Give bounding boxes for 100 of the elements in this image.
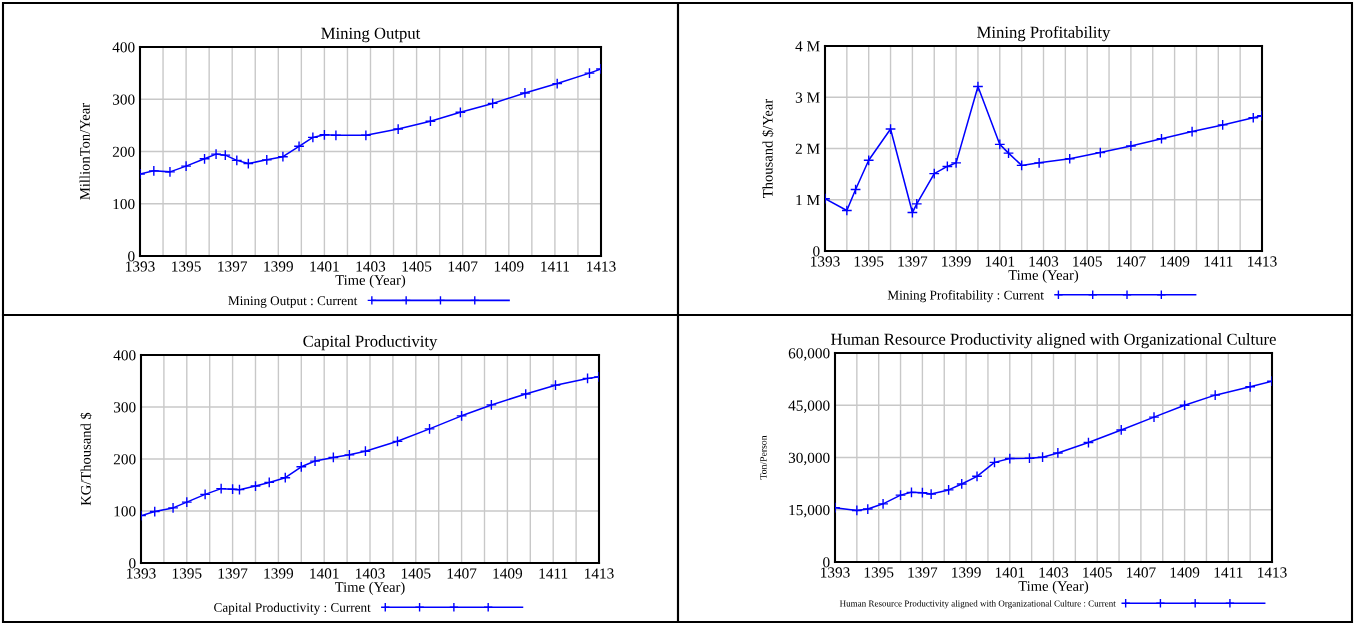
point <box>1115 424 1127 436</box>
point <box>392 123 404 135</box>
point <box>215 483 227 495</box>
x-tick-label: 1405 <box>402 261 432 272</box>
point <box>988 456 1001 468</box>
point <box>279 472 291 484</box>
point <box>884 123 897 135</box>
point <box>231 154 243 166</box>
point <box>293 140 305 152</box>
point <box>249 480 262 492</box>
point <box>423 423 436 435</box>
point <box>1247 112 1259 124</box>
point <box>198 153 211 165</box>
y-tick-label: 400 <box>112 42 135 53</box>
point <box>863 154 875 166</box>
point <box>1016 159 1028 171</box>
x-tick-label: 1403 <box>1039 567 1069 578</box>
point <box>943 484 955 496</box>
point <box>1094 147 1106 159</box>
point <box>581 372 594 384</box>
y-axis-title: KG/Thousand $ <box>80 412 92 506</box>
x-tick-label: 1403 <box>356 568 385 579</box>
x-tick-label: 1413 <box>585 568 614 579</box>
point <box>1064 153 1076 165</box>
point <box>261 154 273 166</box>
x-tick-label: 1407 <box>1126 567 1156 578</box>
x-tick-label: 1411 <box>539 568 568 579</box>
point <box>487 97 499 109</box>
point <box>549 379 562 391</box>
x-tick-label: 1403 <box>1029 256 1059 267</box>
x-tick-label: 1403 <box>356 261 386 272</box>
point <box>1209 389 1221 401</box>
x-tick-label: 1413 <box>587 261 616 272</box>
point <box>359 445 371 457</box>
point <box>1217 119 1229 131</box>
x-tick-label: 1405 <box>401 568 431 579</box>
point <box>309 455 321 467</box>
x-tick-label: 1395 <box>172 568 202 579</box>
x-tick-label: 1395 <box>854 256 884 267</box>
x-tick-label: 1409 <box>494 261 524 272</box>
point <box>1155 133 1168 145</box>
point <box>360 129 372 141</box>
point <box>894 489 907 501</box>
x-tick-label: 1411 <box>1204 256 1233 267</box>
point <box>1148 411 1160 423</box>
x-tick-label: 1409 <box>1160 256 1190 267</box>
point <box>950 157 962 169</box>
point <box>956 478 968 490</box>
y-tick-label: 60,000 <box>788 348 830 361</box>
point <box>456 410 468 422</box>
x-axis-title: Time (Year) <box>1008 269 1079 283</box>
x-tick-label: 1395 <box>172 261 201 272</box>
point <box>227 483 239 495</box>
point <box>941 160 953 172</box>
y-tick-label: 0 <box>823 557 830 568</box>
x-tick-label: 1395 <box>864 567 894 578</box>
x-tick-label: 1399 <box>264 261 293 272</box>
y-tick-label: 200 <box>113 454 136 465</box>
point <box>1004 452 1016 465</box>
x-tick-label: 1401 <box>310 568 339 579</box>
legend-label: Capital Productivity : Current <box>214 602 371 615</box>
point <box>181 496 193 508</box>
x-tick-label: 1393 <box>126 261 155 272</box>
point <box>295 461 307 473</box>
y-tick-label: 400 <box>113 350 136 361</box>
x-tick-label: 1405 <box>1073 256 1102 267</box>
point <box>180 160 192 172</box>
y-tick-label: 300 <box>113 402 136 413</box>
x-tick-label: 1413 <box>1248 256 1277 267</box>
x-tick-label: 1413 <box>1258 567 1287 578</box>
x-tick-label: 1401 <box>995 567 1025 578</box>
x-tick-label: 1409 <box>1170 567 1200 578</box>
chart-title: Capital Productivity <box>303 335 438 351</box>
x-tick-label: 1397 <box>908 567 938 578</box>
chart-title: Mining Output <box>321 27 421 43</box>
point <box>149 505 161 518</box>
point <box>210 148 222 160</box>
point <box>242 157 254 170</box>
y-tick-label: 4 M <box>795 41 820 52</box>
y-axis-title: Ton/Person <box>760 435 767 480</box>
y-tick-label: 100 <box>113 198 135 210</box>
x-tick-label: 1401 <box>310 261 339 272</box>
point <box>1023 452 1036 464</box>
y-tick-label: 2 M <box>795 143 820 154</box>
point <box>164 166 176 178</box>
y-tick-label: 0 <box>128 251 135 262</box>
point <box>318 129 330 141</box>
point <box>905 486 918 498</box>
point <box>1002 147 1015 159</box>
point <box>391 435 404 447</box>
point <box>925 488 937 500</box>
x-tick-label: 1397 <box>218 261 248 272</box>
point <box>928 168 940 180</box>
point <box>519 87 531 99</box>
point <box>277 151 289 163</box>
point <box>1186 126 1198 138</box>
x-tick-label: 1393 <box>127 568 156 579</box>
x-tick-label: 1397 <box>218 568 248 579</box>
point <box>1033 157 1045 169</box>
point <box>851 504 863 517</box>
